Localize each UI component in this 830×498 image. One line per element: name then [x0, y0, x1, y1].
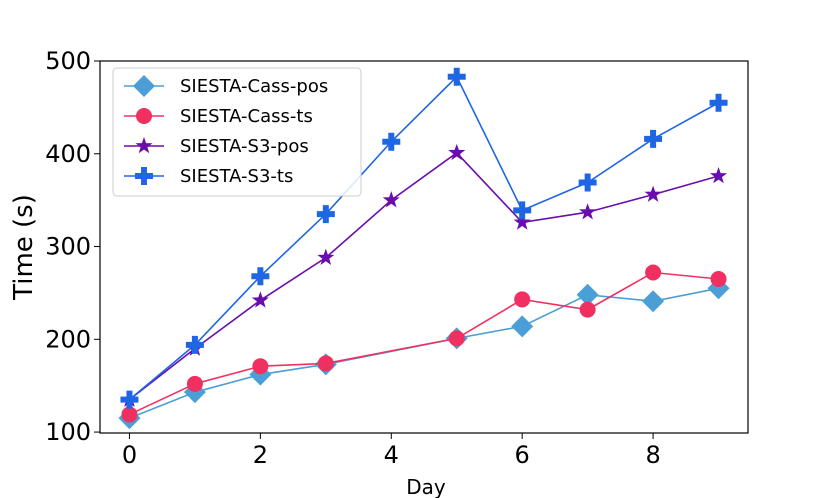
data-point	[710, 271, 727, 288]
data-point	[251, 291, 269, 308]
series-line-2	[128, 151, 719, 401]
y-tick-label: 100	[45, 418, 91, 446]
data-point	[382, 132, 401, 151]
data-point	[448, 143, 466, 161]
data-point	[252, 358, 269, 375]
legend-marker	[135, 137, 153, 154]
x-tick-label: 4	[384, 441, 399, 469]
data-point	[514, 291, 531, 308]
data-point	[447, 67, 466, 86]
data-point	[316, 205, 335, 224]
x-tick-label: 6	[515, 441, 530, 469]
legend-label: SIESTA-S3-pos	[180, 136, 309, 157]
data-point	[185, 335, 204, 354]
legend-marker	[135, 167, 153, 185]
data-point	[644, 129, 663, 148]
data-point	[121, 406, 138, 423]
y-tick-label: 400	[45, 140, 91, 168]
legend: SIESTA-Cass-pos SIESTA-Cass-ts SIESTA-S3-p…	[112, 67, 362, 197]
data-point	[642, 290, 665, 313]
legend-marker	[136, 108, 152, 124]
data-point	[513, 213, 531, 230]
data-point	[251, 267, 270, 286]
legend-label: SIESTA-Cass-pos	[180, 76, 328, 97]
data-point	[513, 201, 532, 220]
legend-box	[112, 67, 362, 197]
series-line-3	[128, 75, 719, 401]
x-tick-label: 0	[122, 441, 137, 469]
data-point	[709, 93, 728, 112]
y-tick-label: 500	[45, 47, 91, 75]
data-point	[511, 315, 534, 338]
data-point	[578, 173, 597, 192]
y-tick-label: 300	[45, 233, 91, 261]
data-point	[644, 185, 662, 202]
x-tick-label: 2	[253, 441, 268, 469]
y-tick-label: 200	[45, 325, 91, 353]
data-point	[317, 355, 334, 372]
x-axis-label: Day	[406, 475, 446, 498]
x-tick-label: 8	[645, 441, 660, 469]
y-axis-label: Time (s)	[9, 194, 39, 301]
data-point	[317, 248, 335, 265]
legend-marker	[133, 75, 155, 97]
data-point	[579, 301, 596, 318]
axis-ticks: 0 2 4 6 8 100 200 300 400 500	[45, 47, 661, 469]
data-series	[118, 67, 730, 430]
data-point	[579, 203, 597, 220]
data-point	[645, 264, 662, 281]
data-point	[120, 390, 139, 409]
data-point	[186, 375, 203, 392]
data-point	[576, 283, 599, 306]
data-point	[448, 330, 465, 347]
data-point	[382, 191, 400, 208]
data-point	[709, 167, 728, 184]
legend-label: SIESTA-S3-ts	[180, 166, 293, 187]
legend-label: SIESTA-Cass-ts	[180, 106, 313, 127]
